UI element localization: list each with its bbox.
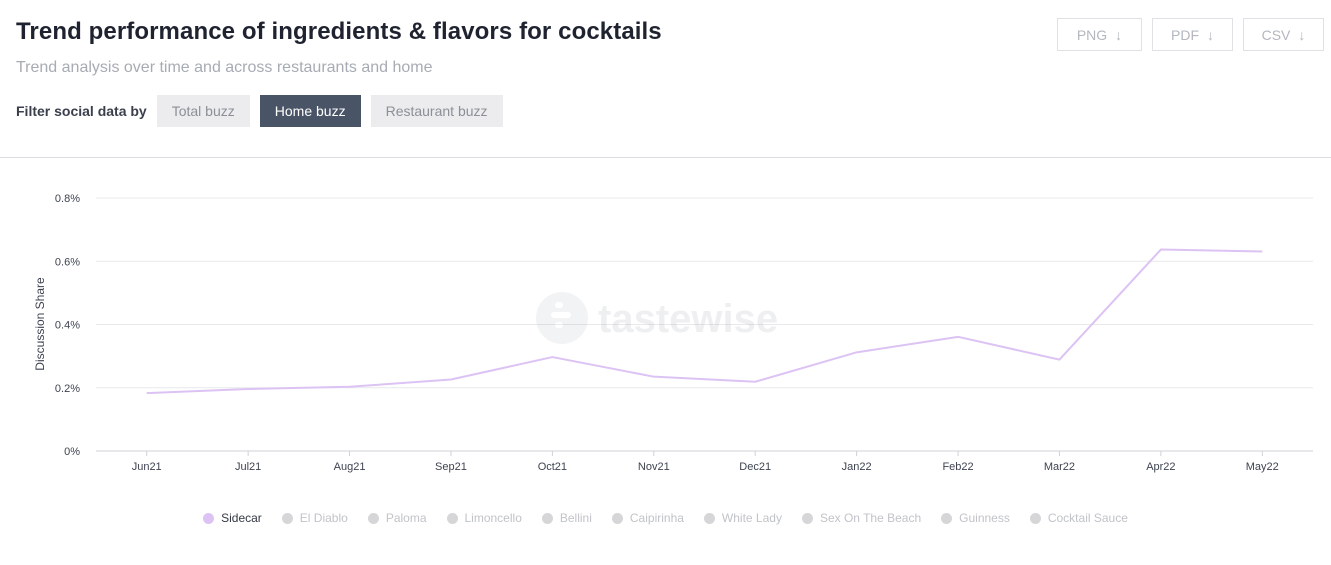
page-title: Trend performance of ingredients & flavo… [16,18,662,45]
data-point[interactable] [550,355,554,359]
data-point[interactable] [348,385,352,389]
x-tick-label: Jun21 [132,461,162,473]
download-arrow-icon: ↓ [1298,26,1306,43]
tastewise-logo-icon [536,292,588,344]
legend-dot-icon [1029,512,1041,524]
legend-dot-icon [541,512,553,524]
x-tick-label: Mar22 [1044,461,1075,473]
restaurant-buzz-button[interactable]: Restaurant buzz [370,95,503,127]
watermark-text: tastewise [598,297,778,341]
data-point[interactable] [652,375,656,379]
data-point[interactable] [1057,358,1061,362]
page-subtitle: Trend analysis over time and across rest… [16,59,433,76]
legend-dot-icon [801,512,813,524]
export-png-button[interactable]: PNG ↓ [1057,18,1142,51]
total-buzz-button[interactable]: Total buzz [156,95,250,127]
export-pdf-label: PDF [1171,26,1199,43]
x-tick-label: Nov21 [638,461,670,473]
x-tick-label: Jul21 [235,461,261,473]
legend-label: Guinness [959,511,1010,525]
export-csv-label: CSV [1261,26,1291,43]
tastewise-watermark: tastewise [536,292,778,344]
y-tick-label: 0.4% [55,320,80,332]
legend-item-sidecar[interactable]: Sidecar [203,511,262,525]
y-axis-title: Discussion Share [33,277,47,371]
legend-label: Bellini [559,511,592,525]
data-point[interactable] [753,380,757,384]
x-tick-label: Feb22 [942,461,973,473]
legend-label: Paloma [385,511,427,525]
legend-dot-icon [941,512,953,524]
line-chart: tastewise 0% 0.2% 0.4% 0.6% 0.8% Jun21 Jul21 A… [33,193,1313,473]
data-point[interactable] [956,335,960,339]
y-tick-label: 0% [64,446,80,458]
legend-label: Sidecar [221,511,262,525]
legend-label: White Lady [721,511,782,525]
x-tick-label: May22 [1246,461,1279,473]
legend-label: Cocktail Sauce [1047,511,1128,525]
header-divider [0,157,1331,158]
legend-item-guinness[interactable]: Guinness [941,511,1010,525]
export-pdf-button[interactable]: PDF ↓ [1152,18,1233,51]
legend-dot-icon [281,512,293,524]
legend-item-caipirinha[interactable]: Caipirinha [611,511,684,525]
home-buzz-button[interactable]: Home buzz [259,95,361,127]
data-point[interactable] [449,378,453,382]
legend-dot-icon [611,512,623,524]
series-lines [145,248,1264,395]
legend-item-bellini[interactable]: Bellini [541,511,592,525]
grid-lines [96,197,1313,452]
export-csv-button[interactable]: CSV ↓ [1243,18,1324,51]
data-point[interactable] [1159,248,1163,252]
legend-label: El Diablo [299,511,348,525]
data-point[interactable] [855,350,859,354]
y-axis-ticks: 0% 0.2% 0.4% 0.6% 0.8% [55,193,80,458]
data-point[interactable] [1260,249,1264,253]
x-tick-label: Aug21 [334,461,366,473]
legend-item-white-lady[interactable]: White Lady [703,511,782,525]
legend-dot-icon [367,512,379,524]
download-arrow-icon: ↓ [1115,26,1123,43]
x-tick-label: Sep21 [435,461,467,473]
export-toolbar: PNG ↓ PDF ↓ CSV ↓ [1047,18,1324,51]
legend-dot-icon [703,512,715,524]
filter-label: Filter social data by [16,103,147,119]
legend-label: Sex On The Beach [819,511,922,525]
download-arrow-icon: ↓ [1207,26,1214,43]
series-line-sidecar[interactable] [146,248,1263,395]
y-tick-label: 0.8% [55,193,80,205]
chart-legend: Sidecar El Diablo Paloma Limoncello Bellini C… [0,511,1331,525]
x-tick-label: Apr22 [1146,461,1175,473]
x-tick-label: Oct21 [538,461,567,473]
legend-item-cocktail-sauce[interactable]: Cocktail Sauce [1029,511,1128,525]
filter-bar: Filter social data by Total buzz Home bu… [16,95,513,127]
legend-item-limoncello[interactable]: Limoncello [446,511,522,525]
legend-item-sex-on-the-beach[interactable]: Sex On The Beach [801,511,922,525]
legend-item-paloma[interactable]: Paloma [367,511,427,525]
data-point[interactable] [246,387,250,391]
export-png-label: PNG [1076,26,1108,43]
legend-dot-icon [203,512,215,524]
data-point[interactable] [145,391,149,395]
x-tick-label: Dec21 [739,461,771,473]
y-tick-label: 0.2% [55,383,80,395]
x-tick-label: Jan22 [842,461,872,473]
legend-item-el-diablo[interactable]: El Diablo [281,511,348,525]
y-tick-label: 0.6% [55,256,80,268]
x-axis-ticks: Jun21 Jul21 Aug21 Sep21 Oct21 Nov21 Dec21 Jan22… [132,451,1279,473]
legend-label: Caipirinha [629,511,684,525]
legend-dot-icon [446,512,458,524]
legend-label: Limoncello [464,511,522,525]
